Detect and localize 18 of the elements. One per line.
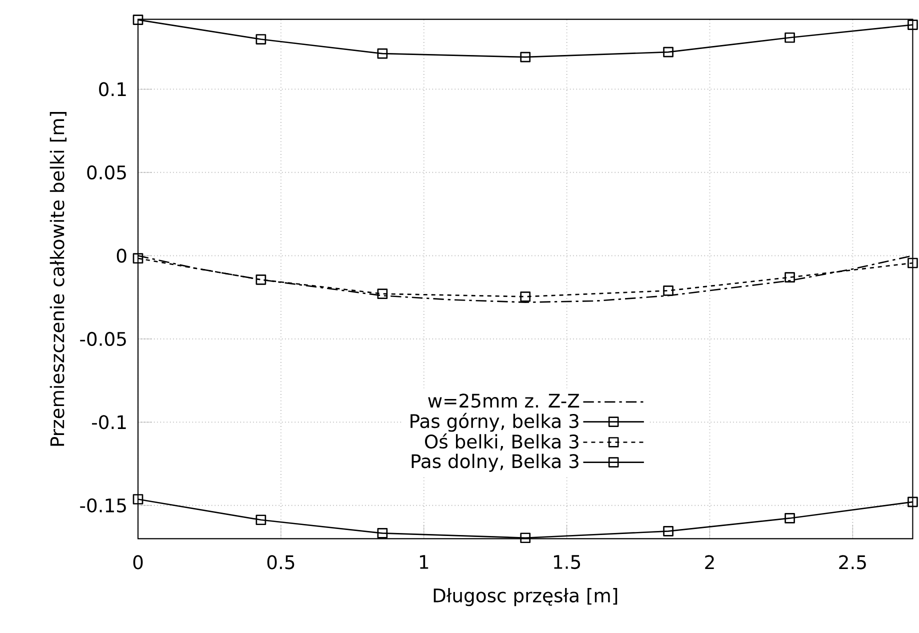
y-tick-label: -0.1	[92, 415, 126, 430]
x-tick-label: 2	[705, 555, 714, 570]
legend-label: Oś belki, Belka 3	[425, 433, 578, 450]
x-axis-title: Długosc przęsła [m]	[434, 588, 618, 606]
legend-label: Pas górny, belka 3	[410, 412, 578, 432]
y-axis-title: Przemieszczenie całkowite belki [m]	[50, 112, 67, 446]
y-tick-label: 0	[116, 248, 126, 263]
x-tick-label: 1.5	[554, 555, 580, 570]
x-tick-label: 2.5	[839, 555, 866, 570]
legend-label: w=25mm z. Z-Z	[428, 394, 580, 408]
legend-label: Pas dolny, Belka 3	[412, 454, 578, 472]
x-tick-label: 0	[133, 555, 143, 570]
y-tick-label: -0.05	[80, 332, 126, 346]
x-tick-label: 0.5	[267, 555, 294, 570]
y-tick-label: -0.15	[80, 498, 126, 512]
y-tick-label: 0.05	[87, 165, 126, 180]
y-tick-label: 0.1	[99, 82, 126, 96]
x-tick-label: 1	[420, 555, 428, 569]
